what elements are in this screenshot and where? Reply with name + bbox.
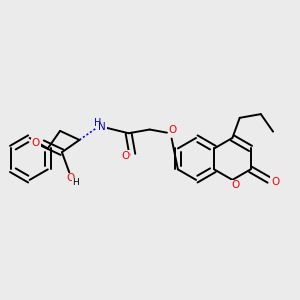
Text: H: H (72, 178, 79, 187)
Text: O: O (168, 125, 176, 135)
Text: O: O (66, 173, 74, 183)
Text: H: H (94, 118, 101, 128)
Text: N: N (98, 122, 106, 132)
Text: O: O (32, 138, 40, 148)
Text: O: O (232, 180, 240, 190)
Text: O: O (271, 177, 279, 187)
Text: O: O (122, 151, 130, 161)
